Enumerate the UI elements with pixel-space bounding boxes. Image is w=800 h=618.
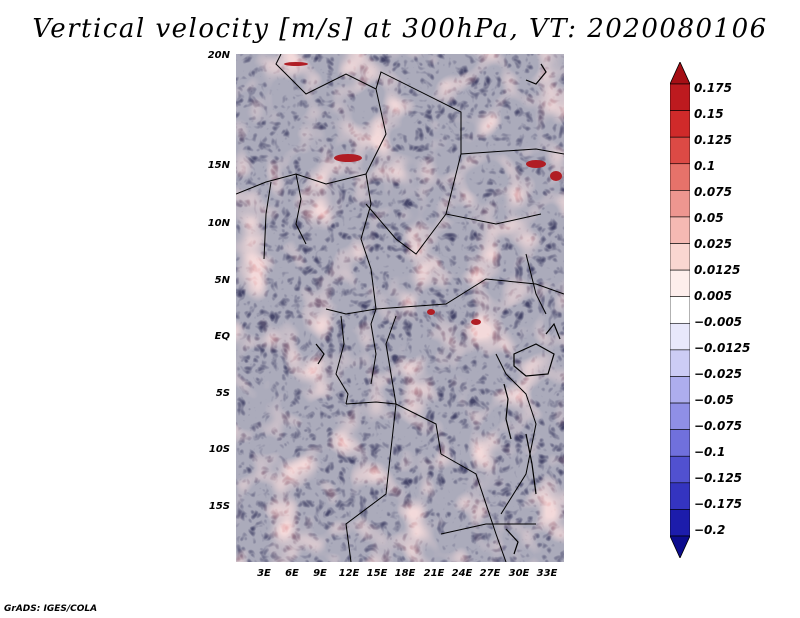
map-speckle-texture (236, 54, 564, 562)
grads-credit: GrADS: IGES/COLA (4, 604, 98, 614)
colorbar-top-arrow (670, 62, 690, 85)
colorbar-bottom-arrow (670, 535, 690, 558)
colorbar-label: −0.025 (694, 367, 743, 381)
colorbar-bin (670, 509, 690, 537)
colorbar-label: −0.125 (694, 471, 743, 485)
colorbar-bin (670, 296, 690, 324)
longitude-tick-label: 15E (366, 568, 388, 579)
colorbar-bin (670, 163, 690, 191)
colorbar-bin (670, 190, 690, 218)
vertical-velocity-map (236, 54, 564, 562)
colorbar (670, 62, 690, 558)
colorbar-label: 0.1 (694, 159, 716, 173)
colorbar-bin (670, 136, 690, 165)
colorbar-label: −0.2 (694, 523, 726, 537)
latitude-tick-label: 20N (207, 50, 230, 61)
map-title: Vertical velocity [m/s] at 300hPa, VT: 2… (32, 14, 768, 44)
latitude-tick-label: 5S (215, 388, 230, 399)
colorbar-label: −0.1 (694, 445, 726, 459)
colorbar-bin (670, 402, 690, 430)
colorbar-bin (670, 216, 690, 244)
longitude-tick-label: 3E (257, 568, 271, 579)
colorbar-label: 0.15 (694, 107, 724, 121)
colorbar-bin (670, 243, 690, 271)
longitude-tick-label: 33E (536, 568, 558, 579)
colorbar-label: 0.175 (694, 81, 732, 95)
lakes-and-coast (315, 63, 561, 555)
colorbar-label: −0.05 (694, 393, 734, 407)
colorbar-bin (670, 482, 690, 510)
colorbar-bin (670, 455, 690, 484)
colorbar-bin (670, 83, 690, 111)
colorbar-bin (670, 110, 690, 138)
latitude-tick-label: 10N (207, 218, 230, 229)
longitude-tick-label: 9E (313, 568, 327, 579)
colorbar-bin (670, 269, 690, 298)
colorbar-label: −0.175 (694, 497, 743, 511)
colorbar-label: −0.0125 (694, 341, 751, 355)
colorbar-label: −0.075 (694, 419, 743, 433)
country-borders (236, 54, 564, 562)
colorbar-bin (670, 349, 690, 377)
colorbar-bin (670, 322, 690, 351)
colorbar-label: 0.075 (694, 185, 732, 199)
latitude-tick-label: 15N (207, 160, 230, 171)
longitude-tick-label: 24E (451, 568, 473, 579)
latitude-tick-label: 10S (208, 444, 230, 455)
colorbar-bin (670, 429, 690, 457)
colorbar-label: 0.125 (694, 133, 732, 147)
latitude-tick-label: 15S (208, 501, 230, 512)
colorbar-label: 0.05 (694, 211, 724, 225)
longitude-tick-label: 30E (508, 568, 530, 579)
colorbar-label: 0.0125 (694, 263, 741, 277)
colorbar-label: 0.005 (694, 289, 732, 303)
colorbar-bin (670, 376, 690, 404)
longitude-tick-label: 12E (338, 568, 360, 579)
latitude-tick-label: EQ (214, 331, 230, 342)
colorbar-label: −0.005 (694, 315, 743, 329)
strong-ascent-cores (284, 62, 562, 325)
longitude-tick-label: 21E (423, 568, 445, 579)
colorbar-label: 0.025 (694, 237, 732, 251)
latitude-tick-label: 5N (214, 275, 230, 286)
longitude-tick-label: 6E (285, 568, 299, 579)
longitude-tick-label: 18E (394, 568, 416, 579)
longitude-tick-label: 27E (479, 568, 501, 579)
